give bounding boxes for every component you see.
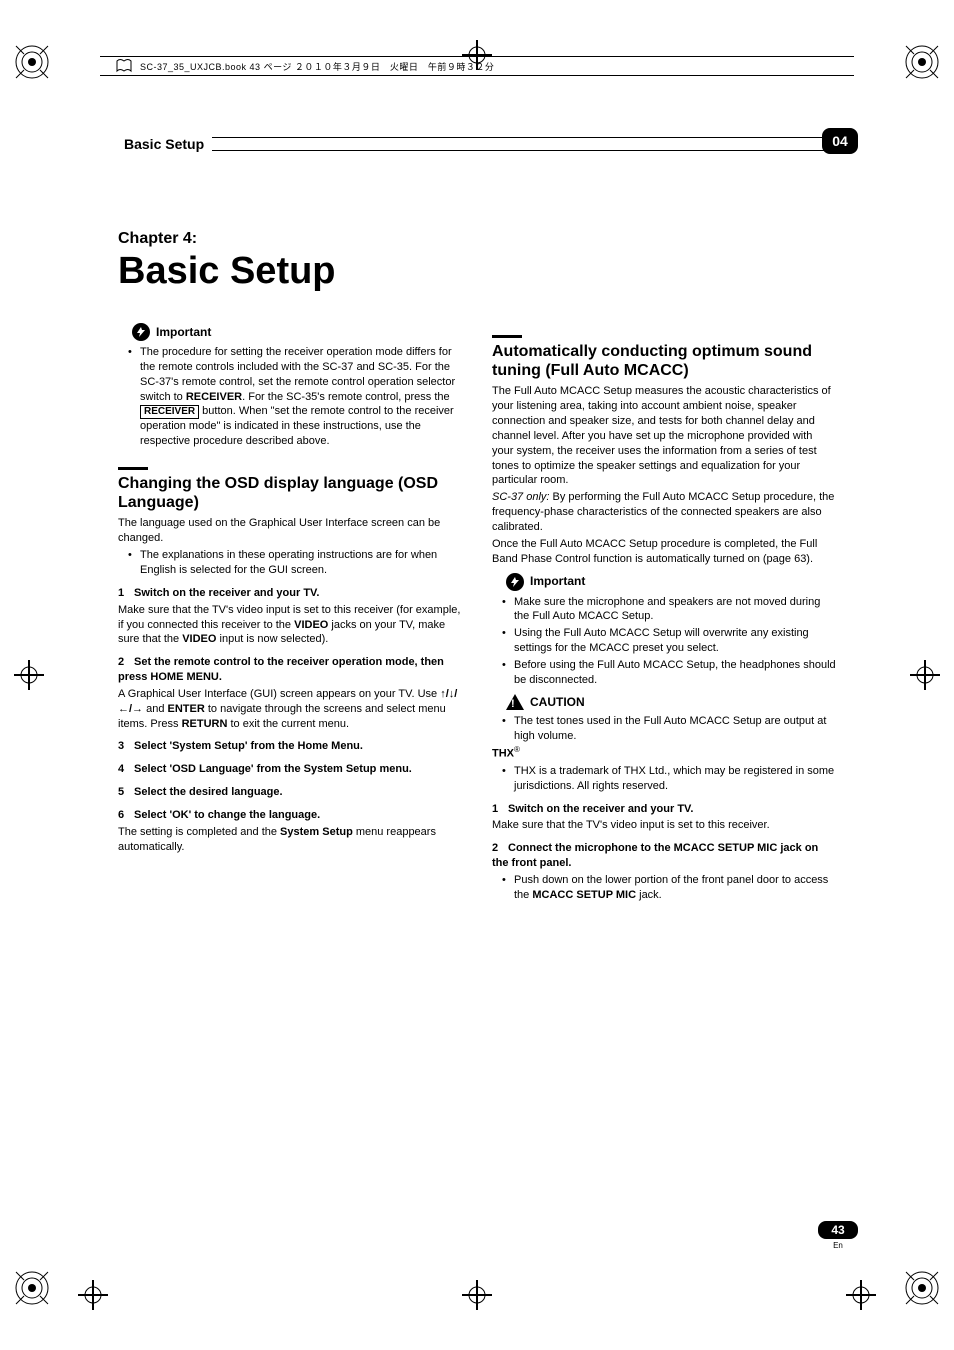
body-text: SC-37 only: By performing the Full Auto …	[492, 490, 836, 535]
page-footer: 43 En	[818, 1221, 858, 1250]
caution-icon: !	[506, 694, 524, 710]
body-text: The Full Auto MCACC Setup measures the a…	[492, 384, 836, 488]
registration-mark-icon	[904, 44, 940, 80]
step-item: 6Select 'OK' to change the language.	[118, 808, 462, 823]
important-label: Important	[156, 324, 211, 340]
body-text: Push down on the lower portion of the fr…	[514, 873, 836, 903]
body-text: Before using the Full Auto MCACC Setup, …	[514, 658, 836, 688]
chapter-label: Chapter 4:	[118, 230, 836, 248]
left-column: Important The procedure for setting the …	[118, 317, 462, 905]
body-text: The setting is completed and the System …	[118, 825, 462, 855]
registration-mark-icon	[14, 44, 50, 80]
running-header: Basic Setup	[118, 132, 836, 156]
body-text: Using the Full Auto MCACC Setup will ove…	[514, 626, 836, 656]
step-item: 1Switch on the receiver and your TV.	[492, 802, 836, 817]
crop-cross-icon	[846, 1280, 876, 1310]
important-icon	[506, 573, 524, 591]
print-meta-bar: SC-37_35_UXJCB.book 43 ページ ２０１０年３月９日 火曜日…	[100, 56, 854, 76]
caution-label: CAUTION	[530, 694, 585, 710]
body-text: Make sure the microphone and speakers ar…	[514, 595, 836, 625]
section-rule	[492, 335, 522, 338]
print-meta-text: SC-37_35_UXJCB.book 43 ページ ２０１０年３月９日 火曜日…	[140, 60, 494, 73]
section-rule	[118, 467, 148, 470]
body-text: A Graphical User Interface (GUI) screen …	[118, 687, 462, 732]
body-text: Make sure that the TV's video input is s…	[118, 603, 462, 648]
crop-cross-icon	[910, 660, 940, 690]
chapter-number-badge: 04	[822, 128, 858, 154]
body-text: The explanations in these operating inst…	[140, 548, 462, 578]
step-item: 1Switch on the receiver and your TV.	[118, 586, 462, 601]
thx-heading: THX®	[492, 745, 836, 762]
running-header-rule	[212, 137, 836, 151]
step-item: 4Select 'OSD Language' from the System S…	[118, 762, 462, 777]
step-item: 2Connect the microphone to the MCACC SET…	[492, 841, 836, 871]
crop-cross-icon	[462, 1280, 492, 1310]
section-title-mcacc: Automatically conducting optimum sound t…	[492, 342, 836, 380]
crop-cross-icon	[78, 1280, 108, 1310]
body-text: Make sure that the TV's video input is s…	[492, 818, 836, 833]
section-title-osd: Changing the OSD display language (OSD L…	[118, 474, 462, 512]
important-heading: Important	[132, 323, 462, 341]
body-text: The test tones used in the Full Auto MCA…	[514, 714, 836, 744]
body-text: THX is a trademark of THX Ltd., which ma…	[514, 764, 836, 794]
step-item: 3Select 'System Setup' from the Home Men…	[118, 739, 462, 754]
important-label: Important	[530, 573, 585, 589]
body-text: The language used on the Graphical User …	[118, 516, 462, 546]
important-icon	[132, 323, 150, 341]
page-language-label: En	[818, 1241, 858, 1250]
page-number-badge: 43	[818, 1221, 858, 1239]
registration-mark-icon	[14, 1270, 50, 1306]
body-text: Once the Full Auto MCACC Setup procedure…	[492, 537, 836, 567]
step-item: 2Set the remote control to the receiver …	[118, 655, 462, 685]
caution-heading: ! CAUTION	[506, 694, 836, 710]
running-header-title: Basic Setup	[118, 136, 204, 152]
step-item: 5Select the desired language.	[118, 785, 462, 800]
body-text: The procedure for setting the receiver o…	[140, 345, 462, 449]
receiver-key-label: RECEIVER	[140, 405, 199, 419]
crop-cross-icon	[14, 660, 44, 690]
important-heading: Important	[506, 573, 836, 591]
book-swatch-icon	[116, 58, 132, 74]
chapter-title: Basic Setup	[118, 250, 836, 293]
right-column: Automatically conducting optimum sound t…	[492, 317, 836, 905]
registration-mark-icon	[904, 1270, 940, 1306]
